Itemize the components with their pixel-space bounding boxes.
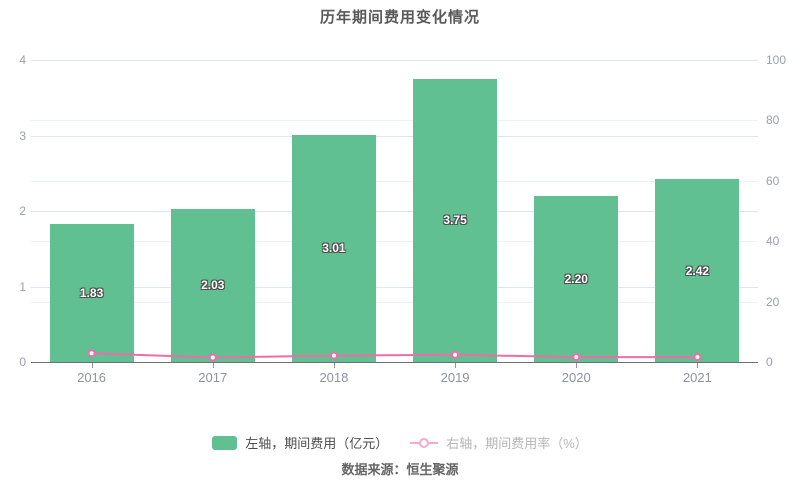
- x-axis-label-2017: 2017: [198, 370, 228, 385]
- x-axis-tick-2020: [576, 363, 578, 368]
- bar-value-label-2017: 2.03: [201, 278, 225, 293]
- bar-2017[interactable]: 2.03: [170, 208, 255, 362]
- y-axis-left-tick-0: 0: [19, 355, 26, 369]
- gridline-right-80: [31, 120, 758, 122]
- chart-title: 历年期间费用变化情况: [319, 9, 480, 26]
- legend-line-label: 右轴，期间费用率（%）: [446, 436, 588, 451]
- y-axis-right-tick-80: 80: [766, 113, 780, 128]
- line-point-2020[interactable]: [572, 353, 581, 362]
- line-point-2017[interactable]: [208, 353, 217, 362]
- y-axis-left-tick-4: 4: [19, 53, 26, 67]
- gridline-right-20: [31, 301, 758, 303]
- line-point-2018[interactable]: [329, 351, 338, 360]
- expense-ratio-line: [91, 352, 698, 359]
- x-axis-label-2019: 2019: [440, 370, 470, 385]
- bar-series-swatch-icon: [212, 435, 238, 450]
- x-axis-label-2021: 2021: [682, 370, 712, 385]
- gridline-right-40: [31, 241, 758, 243]
- line-point-2019[interactable]: [451, 350, 460, 359]
- legend-item-line-series[interactable]: 右轴，期间费用率（%）: [410, 433, 588, 452]
- y-axis-left-tick-2: 2: [19, 204, 26, 218]
- bar-value-label-2020: 2.20: [564, 271, 588, 286]
- x-axis-tick-2019: [455, 363, 457, 368]
- x-axis-tick-2016: [91, 363, 93, 368]
- legend-item-bar-series[interactable]: 左轴，期间费用（亿元）: [212, 433, 388, 452]
- line-point-2016[interactable]: [87, 349, 96, 358]
- chart-legend: 左轴，期间费用（亿元） 右轴，期间费用率（%）: [0, 433, 800, 452]
- x-axis-line: [31, 362, 758, 363]
- line-point-2021[interactable]: [693, 353, 702, 362]
- y-axis-right-tick-0: 0: [766, 355, 773, 369]
- bar-value-label-2021: 2.42: [685, 263, 710, 278]
- bar-value-label-2016: 1.83: [79, 285, 104, 300]
- x-axis-label-2020: 2020: [561, 370, 591, 385]
- bar-value-label-2018: 3.01: [322, 241, 346, 256]
- line-series-marker-icon: [410, 436, 439, 450]
- y-axis-left-tick-3: 3: [19, 128, 26, 143]
- bar-2020[interactable]: 2.20: [534, 195, 619, 362]
- bar-value-label-2019: 3.75: [443, 213, 467, 228]
- x-axis-tick-2018: [333, 363, 335, 368]
- gridline-left-3: [31, 135, 758, 137]
- y-axis-right-tick-40: 40: [766, 234, 780, 249]
- gridline-left-1: [31, 286, 758, 288]
- bar-2021[interactable]: 2.42: [655, 179, 740, 362]
- bar-2019[interactable]: 3.75: [413, 78, 498, 362]
- y-axis-left-tick-1: 1: [19, 279, 26, 294]
- y-axis-right-tick-60: 60: [766, 173, 780, 188]
- y-axis-right-tick-20: 20: [766, 294, 780, 309]
- legend-bar-label: 左轴，期间费用（亿元）: [245, 436, 389, 451]
- y-axis-right-tick-100: 100: [766, 53, 787, 67]
- x-axis-label-2016: 2016: [77, 370, 107, 385]
- x-axis-tick-2021: [697, 363, 699, 368]
- bar-2016[interactable]: 1.83: [49, 223, 134, 362]
- x-axis-label-2018: 2018: [319, 370, 349, 385]
- bar-2018[interactable]: 3.01: [291, 134, 376, 362]
- x-axis-tick-2017: [212, 363, 214, 368]
- data-source-caption: 数据来源：恒生聚源: [341, 462, 459, 477]
- gridline-right-60: [31, 180, 758, 182]
- expense-ratio-line-layer: [87, 349, 702, 362]
- gridline-left-4: [31, 60, 758, 61]
- gridline-left-2: [31, 211, 758, 212]
